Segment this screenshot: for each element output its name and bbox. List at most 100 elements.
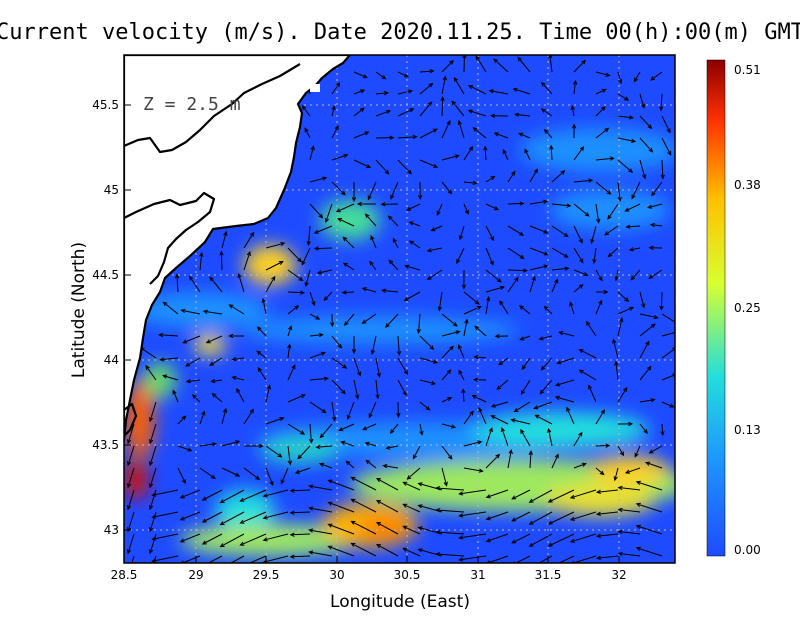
- velocity-arrowhead: [249, 231, 255, 237]
- lat-tick-label: 44: [104, 353, 119, 367]
- velocity-arrowhead: [554, 278, 559, 284]
- velocity-arrow: [595, 181, 611, 195]
- velocity-arrow: [287, 394, 305, 403]
- velocity-arrowhead: [476, 305, 482, 310]
- velocity-arrowhead: [210, 378, 216, 384]
- velocity-arrowhead: [578, 284, 584, 289]
- velocity-arrowhead: [464, 209, 469, 215]
- velocity-arrow: [463, 203, 469, 214]
- velocity-arrowhead: [514, 276, 519, 282]
- velocity-arrow: [337, 218, 355, 227]
- velocity-arrowhead: [623, 386, 628, 392]
- velocity-arrow: [441, 76, 446, 95]
- velocity-arrowhead: [149, 417, 154, 423]
- velocity-arrowhead: [426, 275, 432, 281]
- velocity-arrow: [573, 80, 576, 95]
- velocity-arrow: [456, 247, 465, 264]
- velocity-arrowhead: [581, 462, 587, 467]
- velocity-arrow: [551, 225, 569, 237]
- velocity-arrow: [475, 55, 487, 73]
- velocity-arrowhead: [237, 272, 242, 279]
- velocity-arrowhead: [289, 488, 295, 493]
- velocity-arrow: [631, 181, 641, 199]
- velocity-arrow: [519, 132, 531, 139]
- velocity-arrow: [388, 260, 399, 271]
- velocity-arrow: [376, 522, 399, 535]
- velocity-arrowhead: [308, 438, 314, 444]
- velocity-arrow: [626, 225, 641, 228]
- velocity-arrow: [458, 345, 465, 359]
- velocity-arrow: [441, 397, 452, 403]
- velocity-arrowhead: [319, 462, 325, 467]
- velocity-arrowhead: [277, 453, 283, 458]
- velocity-arrow: [287, 445, 291, 465]
- velocity-arrow: [427, 269, 443, 280]
- velocity-arrow: [365, 213, 377, 227]
- velocity-arrow: [287, 364, 296, 381]
- velocity-arrowhead: [340, 440, 346, 445]
- velocity-arrowhead: [201, 540, 207, 545]
- velocity-arrow: [436, 531, 465, 535]
- velocity-arrow: [353, 89, 365, 95]
- velocity-arrowhead: [458, 369, 463, 375]
- velocity-arrowhead: [149, 527, 154, 533]
- velocity-arrowhead: [127, 549, 132, 555]
- velocity-arrow: [212, 393, 223, 403]
- velocity-arrowhead: [461, 284, 467, 290]
- velocity-arrowhead: [288, 325, 293, 331]
- velocity-arrow: [661, 348, 675, 359]
- velocity-arrowhead: [650, 76, 656, 81]
- velocity-arrowhead: [432, 128, 438, 133]
- velocity-arrowhead: [564, 266, 570, 271]
- velocity-arrowhead: [649, 222, 655, 228]
- velocity-arrow: [478, 407, 487, 425]
- velocity-arrow: [344, 313, 355, 326]
- velocity-arrowhead: [520, 389, 526, 395]
- velocity-arrowhead: [313, 229, 319, 234]
- velocity-arrow: [441, 313, 458, 327]
- velocity-arrowhead: [185, 362, 191, 367]
- velocity-arrow: [140, 347, 157, 359]
- velocity-arrowhead: [588, 384, 593, 390]
- velocity-arrowhead: [402, 391, 407, 397]
- velocity-arrow: [397, 159, 412, 175]
- velocity-arrowhead: [127, 483, 132, 489]
- velocity-arrowhead: [315, 444, 321, 450]
- velocity-arrow: [263, 555, 289, 563]
- velocity-arrow: [494, 132, 509, 139]
- velocity-arrowhead: [298, 276, 304, 282]
- velocity-arrowhead: [595, 555, 601, 560]
- velocity-arrowhead: [447, 454, 453, 460]
- velocity-arrowhead: [327, 523, 333, 528]
- velocity-arrowhead: [524, 148, 529, 154]
- velocity-arrow: [597, 489, 619, 493]
- velocity-arrow: [207, 555, 223, 563]
- velocity-arrowhead: [279, 417, 285, 422]
- velocity-arrowhead: [362, 426, 368, 431]
- velocity-arrow: [240, 511, 267, 524]
- velocity-arrow: [462, 389, 465, 403]
- velocity-arrow: [573, 463, 586, 469]
- velocity-arrow: [404, 291, 421, 301]
- velocity-arrow: [397, 90, 413, 95]
- velocity-arrow: [639, 93, 645, 108]
- velocity-arrowhead: [364, 441, 370, 446]
- velocity-arrow: [485, 269, 502, 283]
- velocity-arrow: [617, 445, 624, 456]
- velocity-arrow: [463, 181, 477, 184]
- velocity-arrowhead: [271, 275, 276, 281]
- velocity-arrow: [595, 300, 603, 315]
- velocity-arrow: [648, 203, 663, 209]
- velocity-arrowhead: [528, 450, 533, 456]
- velocity-arrow: [458, 120, 465, 139]
- velocity-arrow: [127, 511, 135, 532]
- velocity-arrow: [209, 276, 223, 293]
- velocity-arrowhead: [595, 533, 601, 538]
- velocity-arrow: [595, 203, 600, 223]
- colorbar-scale: [706, 59, 726, 557]
- velocity-arrow: [648, 269, 663, 279]
- velocity-arrowhead: [635, 546, 641, 551]
- velocity-arrow: [513, 88, 531, 95]
- velocity-arrowhead: [256, 350, 262, 356]
- velocity-arrow: [468, 85, 487, 95]
